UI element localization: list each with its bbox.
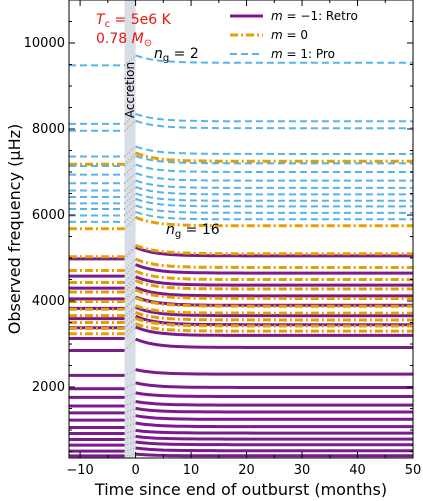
series-0-mode-20-connector [124, 369, 136, 376]
series-1-mode-4-post [135, 296, 413, 308]
x-tick-label: 10 [183, 463, 200, 478]
series-2-mode-3-connector [124, 193, 136, 204]
series-1-mode-1-post [135, 317, 413, 328]
x-axis-label: Time since end of outburst (months) [94, 480, 387, 499]
x-tick-label: 30 [294, 463, 311, 478]
series-0-mode-16-post [135, 406, 413, 414]
series-1-mode-7-post [135, 269, 413, 281]
accretion-band [124, 0, 136, 458]
series-0-mode-9-connector [124, 453, 136, 457]
series-0-mode-17-connector [124, 401, 136, 407]
series-1-mode-11-post [135, 151, 413, 163]
series-2-mode-10-connector [124, 120, 136, 132]
annotation-ng-low: ng = 2 [154, 46, 199, 64]
series-2-mode-2-connector [124, 198, 136, 210]
series-2-mode-0-connector [124, 211, 136, 223]
series-1-mode-9-post [135, 243, 413, 256]
series-0-mode-14-connector [124, 422, 136, 428]
series-0-mode-0-post [135, 337, 413, 349]
x-tick-label: 0 [131, 463, 139, 478]
legend-label-pro: m = 1: Pro [271, 47, 335, 61]
series-0-mode-20-post [135, 368, 413, 376]
y-tick-label: 2000 [32, 380, 65, 395]
series-0-mode-16-connector [124, 407, 136, 414]
series-0-mode-7-post [135, 263, 413, 275]
legend: m = −1: Retro m = 0 m = 1: Pro [230, 9, 358, 61]
series-2-mode-3-post [135, 192, 413, 202]
series-0-mode-15-connector [124, 415, 136, 421]
series-0-mode-12-connector [124, 435, 136, 440]
series-1-mode-10-post [135, 215, 413, 228]
annotation-tc: Tc = 5e6 K [96, 12, 172, 30]
series-2-mode-0-post [135, 210, 413, 221]
x-tick-label: −10 [66, 463, 93, 478]
series-2-mode-8-post [135, 155, 413, 165]
series-0-mode-11-post [135, 440, 413, 447]
y-axis-label: Observed frequency (μHz) [5, 124, 24, 335]
series-2-mode-4-connector [124, 186, 136, 198]
x-tick-label: 20 [238, 463, 255, 478]
series-0-mode-13-connector [124, 429, 136, 434]
series-1-mode-8-post [135, 257, 413, 269]
series-1-mode-0-connector [124, 323, 136, 335]
series-1-mode-5-post [135, 288, 413, 300]
series-0-mode-11-connector [124, 441, 136, 446]
series-2-mode-11-connector [124, 113, 136, 125]
series-1-mode-3-connector [124, 305, 136, 317]
series-1-mode-6-post [135, 279, 413, 291]
y-tick-label: 4000 [32, 294, 65, 309]
y-tick-label: 8000 [32, 122, 65, 137]
annotation-mass: 0.78 M⊙ [96, 31, 152, 49]
series-2-mode-7-post [135, 163, 413, 173]
series-0-mode-8-post [135, 246, 413, 258]
series-0-mode-13-post [135, 428, 413, 435]
series-1-mode-3-post [135, 304, 413, 315]
series-1-mode-0-post [135, 322, 413, 333]
series-2-mode-10-post [135, 119, 413, 130]
series-2-mode-11-post [135, 112, 413, 123]
y-tick-label: 10000 [24, 36, 65, 51]
series-2-mode-12-post [135, 54, 413, 64]
series-0-mode-6-post [135, 275, 413, 287]
series-0-mode-10-post [135, 446, 413, 453]
series-2-mode-7-connector [124, 164, 136, 175]
series-0-mode-14-post [135, 421, 413, 429]
series-2-mode-1-post [135, 204, 413, 214]
series-1-mode-2-post [135, 311, 413, 322]
series-2-mode-12-connector [124, 55, 136, 66]
series-2-mode-5-post [135, 179, 413, 189]
series-0-mode-17-post [135, 400, 413, 407]
series-1-mode-2-connector [124, 312, 136, 323]
series-2-mode-6-connector [124, 172, 136, 184]
legend-label-zero: m = 0 [271, 28, 308, 42]
plot-frame [68, 0, 414, 459]
y-tick-label: 6000 [32, 208, 65, 223]
series-2-mode-2-post [135, 198, 413, 208]
series-0-mode-10-connector [124, 447, 136, 452]
series-0-mode-12-post [135, 434, 413, 441]
series-0-mode-19-post [135, 381, 413, 389]
series-1-mode-1-connector [124, 318, 136, 329]
series-0-mode-19-connector [124, 382, 136, 390]
legend-label-retro: m = −1: Retro [271, 9, 358, 23]
series-0-mode-18-connector [124, 392, 136, 398]
series-2-mode-9-connector [124, 146, 136, 157]
series-0-mode-18-post [135, 391, 413, 398]
series-2-mode-8-connector [124, 155, 136, 167]
series-0-mode-5-post [135, 286, 413, 298]
series-2-mode-6-post [135, 172, 413, 182]
series-0-mode-3-post [135, 305, 413, 318]
axis-ticks: −10 0 10 20 30 40 50 2000 4000 6000 8000 10000 [24, 0, 422, 478]
annotation-ng-high: ng = 16 [166, 222, 220, 240]
series-2-mode-1-connector [124, 205, 136, 216]
series-2-mode-9-post [135, 145, 413, 155]
series-0-mode-15-post [135, 414, 413, 421]
accretion-label: Accretion [123, 62, 137, 118]
series-2-mode-4-post [135, 186, 413, 196]
series-2-mode-5-connector [124, 180, 136, 191]
series-0-mode-1-post [135, 325, 413, 337]
x-tick-label: 50 [405, 463, 422, 478]
x-tick-label: 40 [349, 463, 366, 478]
